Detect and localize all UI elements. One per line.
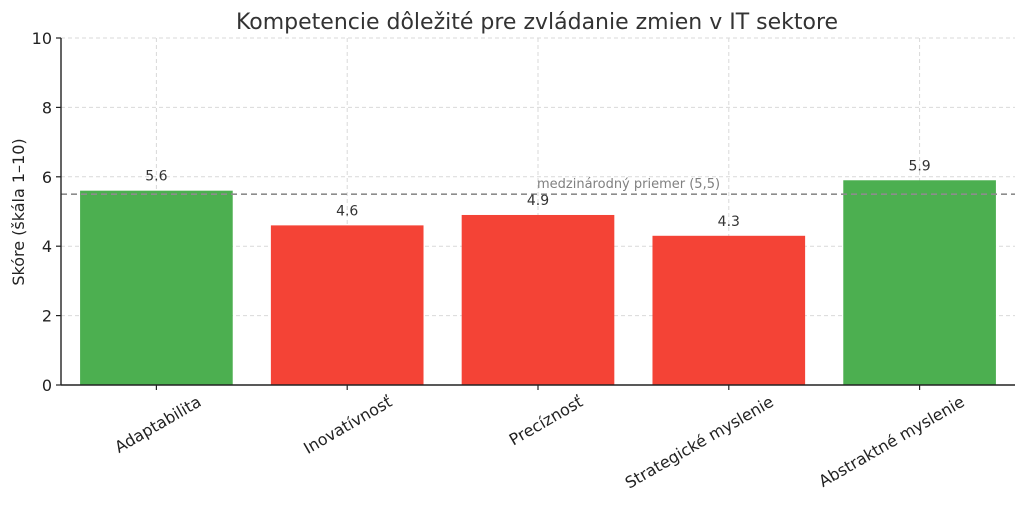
reference-line-label: medzinárodný priemer (5,5) bbox=[537, 177, 720, 192]
x-tick-label: Precíznosť bbox=[506, 392, 586, 449]
data-label: 5.6 bbox=[145, 169, 167, 185]
y-tick-label: 2 bbox=[42, 307, 52, 326]
y-tick-label: 6 bbox=[42, 168, 52, 187]
bar-5 bbox=[843, 180, 996, 385]
data-label: 5.9 bbox=[908, 158, 930, 174]
bars bbox=[80, 180, 996, 385]
data-label: 4.3 bbox=[718, 214, 740, 230]
bar-2 bbox=[270, 225, 424, 385]
axes bbox=[56, 37, 1015, 390]
x-tick-label: Abstraktné myslenie bbox=[815, 392, 967, 491]
data-label: 4.9 bbox=[527, 193, 549, 209]
x-tick-label: Adaptabilita bbox=[111, 392, 204, 457]
data-labels: 5.6 4.6 4.9 4.3 5.9 bbox=[145, 158, 930, 230]
x-tick-label: Strategické myslenie bbox=[622, 392, 777, 492]
x-tick-label: Inovatívnosť bbox=[300, 392, 395, 458]
bar-4 bbox=[652, 235, 806, 385]
y-tick-label: 8 bbox=[42, 98, 52, 117]
y-tick-label: 0 bbox=[42, 376, 52, 395]
reference-line-group: medzinárodný priemer (5,5) bbox=[61, 177, 1015, 195]
chart-title: Kompetencie dôležité pre zvládanie zmien… bbox=[236, 10, 838, 35]
bar-3 bbox=[461, 214, 615, 385]
y-tick-label: 10 bbox=[32, 29, 52, 48]
bar-1 bbox=[80, 190, 233, 385]
data-label: 4.6 bbox=[336, 203, 358, 219]
y-axis-label: Skóre (škála 1–10) bbox=[9, 138, 28, 285]
y-tick-label: 4 bbox=[42, 237, 52, 256]
